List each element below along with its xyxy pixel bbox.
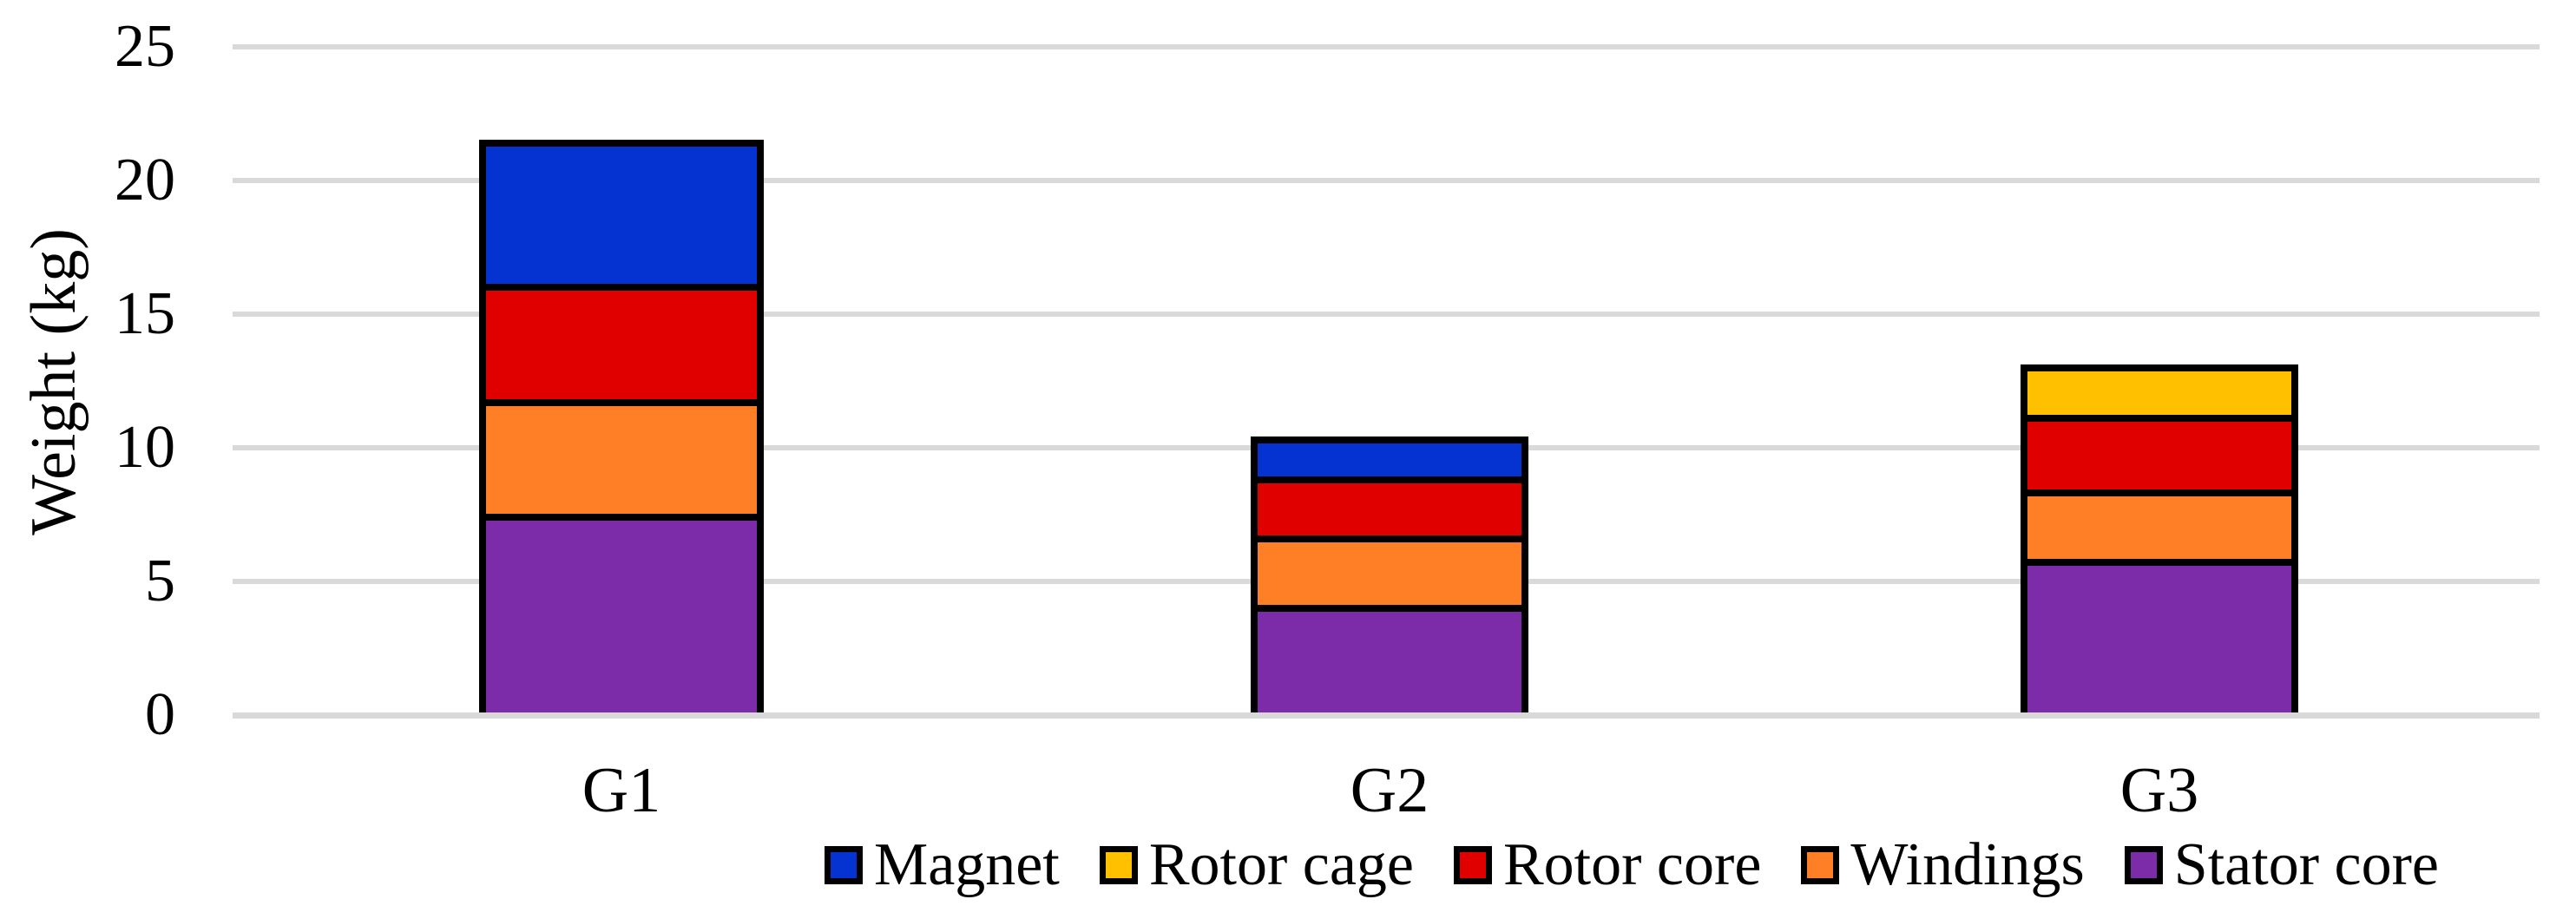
bar-segment-G3-rotor-core xyxy=(2021,415,2298,497)
y-tick-label-10: 10 xyxy=(115,414,175,481)
bar-segment-G2-windings xyxy=(1251,535,1528,612)
legend-label-magnet: Magnet xyxy=(874,831,1060,898)
legend-swatch-magnet-icon xyxy=(825,846,863,884)
legend-item-windings: Windings xyxy=(1801,830,2085,900)
legend-swatch-stator-core-icon xyxy=(2124,846,2163,884)
y-tick-label-25: 25 xyxy=(115,13,175,80)
bar-segment-G1-windings xyxy=(479,398,764,522)
legend-swatch-rotor-cage-icon xyxy=(1099,846,1138,884)
legend-label-rotor-cage: Rotor cage xyxy=(1148,831,1414,898)
legend-swatch-windings-icon xyxy=(1801,846,1840,884)
x-axis-label-G3: G3 xyxy=(2119,755,2199,826)
legend-item-rotor-cage: Rotor cage xyxy=(1099,830,1414,900)
legend-label-windings: Windings xyxy=(1850,831,2085,898)
gridline-25 xyxy=(233,44,2540,49)
legend-item-stator-core: Stator core xyxy=(2124,830,2439,900)
bar-segment-G2-stator-core xyxy=(1251,604,1528,712)
legend-label-rotor-core: Rotor core xyxy=(1502,831,1762,898)
bar-segment-G3-windings xyxy=(2021,489,2298,567)
bar-segment-G1-magnet xyxy=(479,139,764,292)
bar-segment-G3-rotor-cage xyxy=(2021,364,2298,423)
y-tick-label-0: 0 xyxy=(145,681,175,748)
y-tick-label-20: 20 xyxy=(115,147,175,213)
legend-label-stator-core: Stator core xyxy=(2173,831,2439,898)
y-axis-title: Weight (kg) xyxy=(18,228,89,535)
legend-item-magnet: Magnet xyxy=(825,830,1060,900)
bar-segment-G2-rotor-core xyxy=(1251,476,1528,542)
x-axis-label-G1: G1 xyxy=(582,755,661,826)
legend-swatch-rotor-core-icon xyxy=(1453,846,1492,884)
bar-segment-G1-rotor-core xyxy=(479,284,764,406)
bar-segment-G1-stator-core xyxy=(479,514,764,712)
legend: Magnet Rotor cage Rotor core Windings Stator… xyxy=(825,826,2439,904)
bar-segment-G3-stator-core xyxy=(2021,559,2298,712)
y-tick-label-15: 15 xyxy=(115,280,175,347)
legend-item-rotor-core: Rotor core xyxy=(1453,830,1762,900)
y-tick-label-5: 5 xyxy=(145,548,175,614)
gridline-15 xyxy=(233,312,2540,317)
gridline-0 xyxy=(233,712,2540,719)
x-axis-label-G2: G2 xyxy=(1350,755,1429,826)
bar-segment-G2-magnet xyxy=(1251,436,1528,483)
gridline-20 xyxy=(233,178,2540,183)
